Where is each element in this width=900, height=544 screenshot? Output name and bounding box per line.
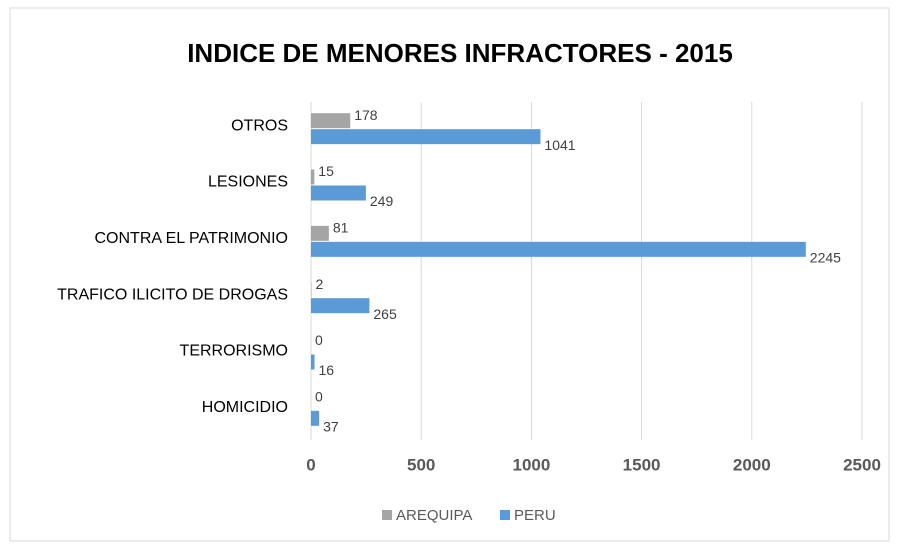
data-label: 16: [319, 362, 335, 378]
y-tick-label: HOMICIDIO: [202, 399, 288, 416]
bar: [311, 113, 351, 129]
bar: [311, 225, 329, 241]
data-label: 15: [318, 163, 334, 179]
data-label: 2245: [810, 250, 841, 266]
y-tick-label: TERRORISMO: [180, 343, 288, 360]
y-tick-label: LESIONES: [208, 174, 288, 191]
data-label: 0: [315, 389, 323, 405]
data-label: 0: [315, 332, 323, 348]
x-tick-label: 2000: [733, 455, 771, 474]
x-tick-label: 1500: [623, 455, 661, 474]
legend-swatch: [500, 510, 510, 520]
x-tick-label: 1000: [512, 455, 550, 474]
y-tick-label: TRAFICO ILICITO DE DROGAS: [57, 286, 288, 303]
data-label: 265: [373, 306, 397, 322]
bar: [311, 241, 806, 257]
data-label: 249: [370, 193, 394, 209]
bar: [311, 410, 320, 426]
legend-swatch: [382, 510, 392, 520]
y-tick-label: CONTRA EL PATRIMONIO: [95, 230, 289, 247]
data-label: 81: [333, 220, 349, 236]
bar: [311, 354, 315, 370]
chart-frame: [9, 7, 890, 542]
data-label: 2: [315, 276, 323, 292]
x-tick-label: 2500: [843, 455, 881, 474]
chart-title: INDICE DE MENORES INFRACTORES - 2015: [187, 38, 733, 68]
bar: [311, 185, 366, 201]
x-tick-label: 0: [306, 455, 315, 474]
legend-label: PERU: [514, 507, 556, 524]
data-label: 178: [354, 107, 378, 123]
data-label: 37: [323, 419, 339, 435]
y-tick-label: OTROS: [231, 117, 288, 134]
legend-label: AREQUIPA: [396, 507, 472, 524]
data-label: 1041: [544, 137, 575, 153]
x-tick-label: 500: [407, 455, 435, 474]
bar: [311, 169, 315, 185]
bar: [311, 298, 370, 314]
bar: [311, 129, 541, 145]
